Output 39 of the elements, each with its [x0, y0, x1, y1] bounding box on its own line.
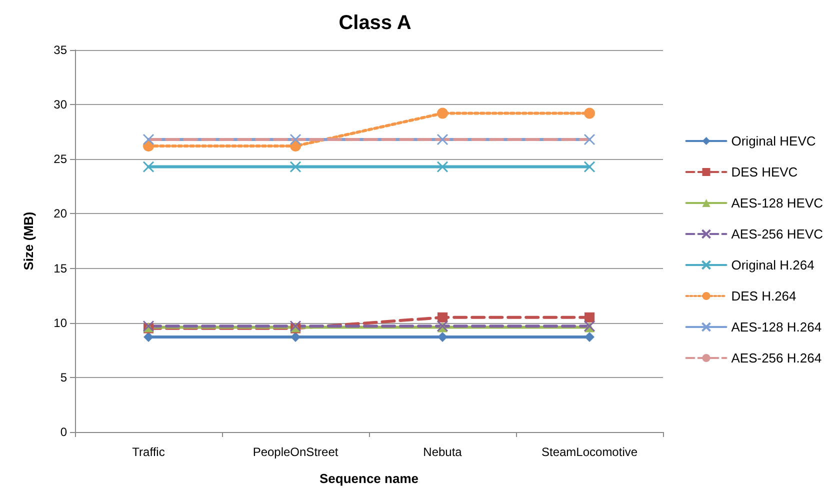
- x-axis-title: Sequence name: [320, 471, 418, 486]
- point: [144, 332, 154, 342]
- point: [290, 332, 300, 342]
- x-tick-label: Nebuta: [423, 445, 462, 459]
- legend-label: AES-256 HEVC: [731, 226, 824, 242]
- y-axis-title: Size (MB): [21, 212, 36, 270]
- point: [584, 312, 594, 322]
- point: [436, 134, 448, 146]
- legend-label: AES-256 H.264: [731, 350, 822, 366]
- y-tick-label: 20: [54, 206, 68, 221]
- y-tick-label: 0: [60, 425, 68, 439]
- point: [142, 161, 154, 173]
- y-tick-label: 10: [54, 316, 68, 330]
- y-tick-label: 5: [60, 370, 68, 384]
- y-tick-label: 25: [54, 152, 68, 166]
- legend-label: DES HEVC: [731, 164, 798, 180]
- legend-label: AES-128 H.264: [731, 320, 822, 334]
- legend-label: DES H.264: [731, 288, 796, 304]
- point: [142, 134, 154, 146]
- point: [584, 161, 596, 173]
- point: [290, 161, 302, 173]
- point: [438, 312, 448, 322]
- y-tick-label: 35: [54, 43, 68, 57]
- x-tick-label: PeopleOnStreet: [252, 445, 339, 459]
- point: [584, 134, 596, 146]
- point: [438, 332, 448, 342]
- x-tick-label: SteamLocomotive: [541, 445, 638, 459]
- point: [584, 108, 595, 119]
- point: [437, 108, 448, 119]
- legend-label: AES-128 HEVC: [731, 196, 824, 210]
- x-tick-label: Traffic: [132, 445, 165, 459]
- point: [436, 161, 448, 173]
- y-tick-label: 15: [54, 261, 68, 276]
- legend-label: Original H.264: [731, 258, 814, 272]
- legend-label: Original HEVC: [731, 134, 816, 148]
- point: [584, 332, 594, 342]
- point: [290, 134, 302, 146]
- chart-title: Class A: [338, 12, 412, 34]
- y-tick-label: 30: [54, 98, 68, 112]
